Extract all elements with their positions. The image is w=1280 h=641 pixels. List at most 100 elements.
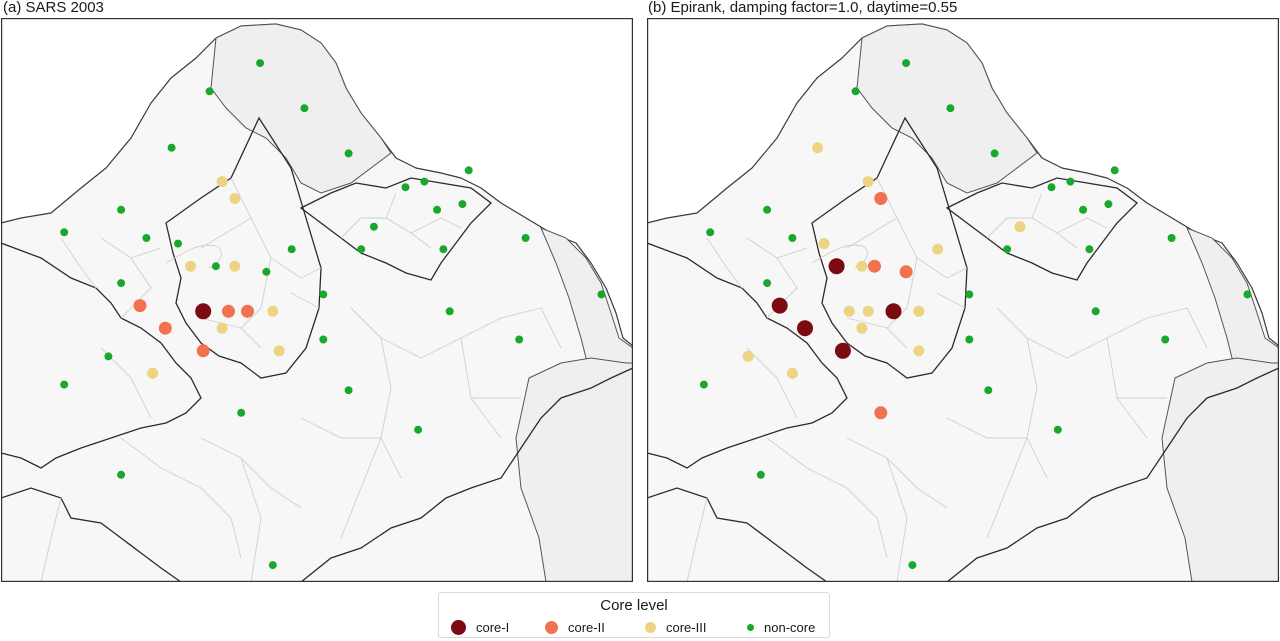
- legend: Core level core-I core-II core-III non-c…: [438, 592, 830, 638]
- map-panel-b[interactable]: [647, 18, 1279, 582]
- legend-label: core-I: [476, 619, 510, 635]
- non-core-point: [104, 352, 113, 361]
- core-iii-marker-icon: [645, 621, 656, 633]
- non-core-point: [756, 470, 765, 479]
- core-i-marker-icon: [451, 619, 466, 635]
- non-core-point: [256, 59, 265, 68]
- non-core-point: [287, 245, 296, 254]
- non-core-point: [205, 87, 214, 96]
- non-core-point: [946, 104, 955, 113]
- legend-label: core-III: [666, 619, 707, 635]
- non-core-point: [984, 386, 993, 395]
- core-iii-point: [185, 260, 197, 272]
- panel-a-title: (a) SARS 2003: [3, 0, 104, 16]
- non-core-point: [788, 234, 797, 242]
- non-core-point: [521, 234, 530, 242]
- legend-title: Core level: [600, 597, 668, 614]
- non-core-point: [433, 205, 442, 214]
- map-panel-a[interactable]: [1, 18, 633, 582]
- non-core-point: [851, 87, 860, 96]
- core-iii-point: [856, 260, 868, 272]
- core-ii-point: [158, 321, 172, 335]
- basemap: [1, 23, 633, 582]
- core-i-point: [771, 297, 788, 314]
- core-iii-point: [216, 322, 228, 334]
- non-core-point: [237, 408, 246, 417]
- legend-label: non-core: [764, 619, 816, 635]
- core-iii-point: [229, 260, 241, 272]
- non-core-point: [763, 279, 772, 288]
- non-core-point: [414, 425, 423, 434]
- non-core-point: [458, 200, 467, 209]
- non-core-point: [344, 149, 353, 158]
- non-core-point: [902, 59, 911, 68]
- non-core-point: [965, 335, 974, 344]
- non-core-point: [167, 143, 176, 152]
- basemap: [647, 23, 1279, 582]
- core-iii-point: [273, 345, 285, 357]
- non-core-point: [357, 245, 366, 254]
- core-i-point: [797, 320, 813, 337]
- non-core-point: [319, 290, 328, 299]
- non-core-point: [1079, 205, 1088, 214]
- non-core-point: [262, 267, 271, 276]
- non-core-point: [117, 279, 126, 288]
- core-iii-point: [229, 193, 241, 204]
- non-core-point: [699, 380, 708, 389]
- non-core-point: [174, 239, 182, 248]
- non-core-point: [344, 386, 353, 395]
- core-ii-point: [874, 406, 888, 420]
- core-ii-point: [222, 304, 235, 318]
- map-frame: [1, 18, 633, 582]
- core-ii-point: [868, 259, 881, 273]
- non-core-point: [1066, 177, 1075, 186]
- core-i-point: [828, 258, 845, 275]
- core-ii-point: [196, 344, 210, 358]
- non-core-point: [211, 262, 220, 271]
- non-core-point: [1053, 425, 1062, 434]
- core-iii-point: [932, 243, 944, 255]
- non-core-point: [706, 228, 715, 237]
- non-core-point: [369, 222, 378, 231]
- legend-item-core-iii: core-III: [645, 619, 706, 635]
- legend-item-core-i: core-I: [451, 619, 509, 635]
- legend-item-core-ii: core-II: [545, 619, 605, 635]
- non-core-point: [117, 205, 126, 214]
- non-core-point: [1091, 307, 1100, 316]
- non-core-point: [1085, 245, 1094, 254]
- non-core-point: [445, 307, 454, 316]
- non-core-point: [1003, 245, 1012, 254]
- non-core-point: [401, 183, 410, 192]
- map-frame: [647, 18, 1279, 582]
- non-core-point: [1161, 335, 1170, 344]
- non-core-point: [597, 290, 606, 299]
- core-i-point: [834, 342, 851, 359]
- core-iii-point: [818, 238, 830, 250]
- core-iii-point: [856, 322, 868, 334]
- core-iii-point: [862, 176, 874, 188]
- core-i-point: [885, 303, 902, 320]
- non-core-point: [1167, 234, 1176, 242]
- core-iii-point: [913, 345, 925, 357]
- non-core-point: [990, 149, 999, 158]
- core-ii-point: [899, 265, 913, 279]
- non-core-point: [464, 166, 473, 175]
- non-core-point: [60, 380, 69, 389]
- non-core-point: [515, 335, 524, 344]
- core-ii-marker-icon: [545, 620, 558, 634]
- core-iii-point: [812, 142, 824, 154]
- non-core-point: [142, 234, 151, 242]
- non-core-point: [1110, 166, 1119, 175]
- non-core-point: [1243, 290, 1252, 299]
- non-core-point: [117, 470, 126, 479]
- core-iii-point: [786, 367, 798, 379]
- non-core-point: [268, 561, 277, 570]
- core-iii-point: [1014, 221, 1026, 233]
- non-core-point: [319, 335, 328, 344]
- core-ii-point: [874, 192, 888, 205]
- non-core-point: [300, 104, 309, 113]
- core-iii-point: [267, 305, 279, 317]
- non-core-point: [965, 290, 974, 299]
- legend-item-non-core: non-core: [747, 619, 815, 635]
- core-level-points: [60, 59, 606, 570]
